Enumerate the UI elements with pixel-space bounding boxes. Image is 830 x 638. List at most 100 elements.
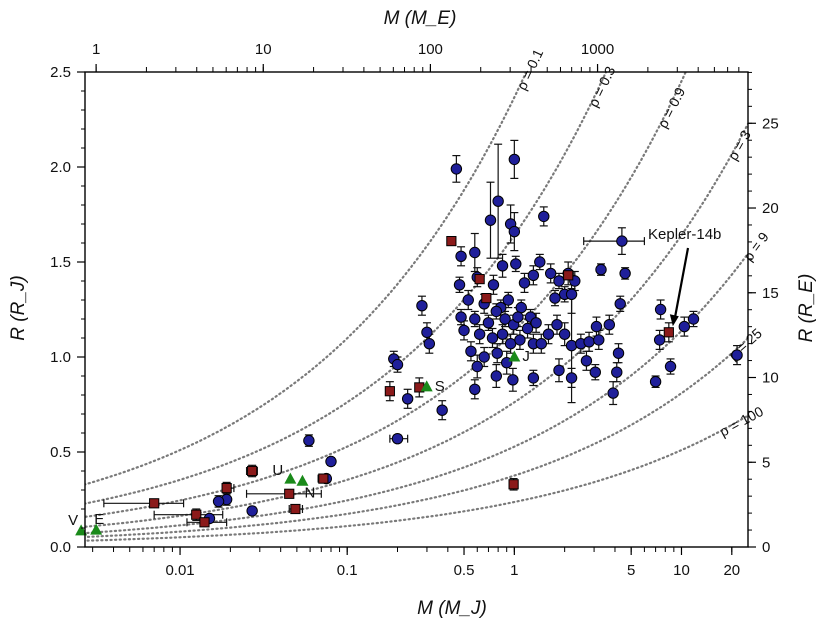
planet-point	[455, 311, 467, 323]
highlight-point	[318, 473, 329, 484]
planet-point	[514, 334, 526, 346]
planet-point	[423, 338, 436, 350]
planet-point	[544, 267, 557, 280]
density-label-4: ρ = 9	[740, 229, 772, 264]
highlight-point	[384, 386, 395, 397]
planet-point	[527, 269, 540, 281]
planet-point	[499, 313, 511, 325]
x-top-tick-label: 10	[255, 41, 272, 58]
x-tick-label: 0.1	[337, 562, 358, 579]
planet-point	[565, 372, 578, 384]
y-right-tick-label: 5	[762, 454, 770, 471]
planet-point	[590, 320, 603, 333]
planet-point	[593, 334, 605, 346]
highlight-point	[199, 517, 210, 528]
planet-point	[490, 370, 503, 382]
planet-point	[450, 163, 463, 175]
planet-point	[687, 313, 700, 325]
planet-point	[580, 355, 593, 367]
planet-point	[490, 305, 503, 318]
x-tick-label: 20	[723, 562, 740, 579]
planet-point	[212, 495, 225, 508]
planet-point	[436, 404, 448, 416]
planet-point	[246, 505, 258, 517]
y-right-tick-label: 0	[762, 539, 770, 556]
planet-point	[612, 347, 625, 359]
density-label-2: ρ = 0.9	[654, 84, 688, 130]
solar-planet-label: E	[94, 511, 104, 528]
planet-point	[583, 336, 595, 348]
planet-point	[391, 433, 404, 445]
planet-point	[478, 351, 490, 363]
plot-border	[84, 71, 749, 548]
planet-point	[496, 260, 509, 272]
solar-planet-label: S	[435, 378, 445, 395]
highlight-point	[563, 270, 574, 281]
y-right-tick-label: 20	[762, 200, 779, 217]
planet-point	[502, 294, 514, 306]
solar-planet-point	[284, 472, 297, 484]
planet-point	[508, 153, 521, 166]
planet-point	[491, 347, 503, 359]
planet-point	[565, 339, 578, 352]
y-tick-label: 2.0	[50, 159, 71, 176]
highlight-point	[481, 293, 492, 304]
planet-point	[521, 322, 534, 335]
y-right-tick-label: 10	[762, 370, 779, 387]
density-label-0: ρ = 0.1	[513, 46, 546, 92]
x-top-tick-label: 100	[418, 41, 443, 58]
y-tick-label: 0.0	[50, 539, 71, 556]
highlight-point	[284, 488, 295, 499]
density-curve-5	[85, 336, 748, 539]
planet-point	[325, 455, 337, 468]
solar-planet-label: U	[272, 462, 283, 479]
x-tick-label: 1	[510, 562, 518, 579]
planet-point	[538, 210, 550, 223]
planet-point	[614, 298, 626, 310]
highlight-point	[221, 483, 232, 494]
planet-point	[553, 275, 565, 287]
planet-point	[471, 360, 483, 373]
solar-planet-label: J	[522, 348, 530, 365]
highlight-point	[663, 327, 674, 338]
highlight-point	[149, 498, 160, 509]
annotation-label: Kepler-14b	[648, 226, 721, 243]
planet-point	[589, 366, 601, 378]
x-top-tick-label: 1000	[581, 41, 614, 58]
density-curve-0	[85, 72, 528, 486]
planet-point	[512, 311, 524, 323]
x-axis-title: M (M_J)	[417, 598, 487, 619]
planet-point	[518, 277, 531, 289]
density-curve-3	[85, 121, 748, 528]
y-tick-label: 0.5	[50, 444, 71, 461]
density-curves: ρ = 0.1 ρ = 0.3 ρ = 0.9ρ = 3ρ = 9ρ = 25ρ =…	[85, 46, 772, 542]
planet-point	[416, 300, 428, 312]
planet-point	[469, 313, 481, 325]
planet-point	[731, 349, 743, 361]
highlight-point	[508, 479, 519, 490]
highlight-point	[474, 274, 485, 285]
planet-point	[391, 358, 404, 371]
planet-point	[507, 374, 519, 386]
y-tick-label: 1.5	[50, 254, 71, 271]
planet-point	[542, 328, 555, 340]
x-top-tick-label: 1	[92, 41, 100, 58]
planet-point	[453, 279, 466, 291]
planet-point	[565, 288, 578, 300]
x-tick-label: 10	[673, 562, 690, 579]
y-right-tick-label: 25	[762, 115, 779, 132]
annotation-arrowhead	[669, 314, 679, 327]
density-label-6: ρ = 100	[717, 403, 766, 440]
x-tick-label: 5	[627, 562, 635, 579]
data-series: V E U N S J Kepler-14b	[68, 139, 743, 536]
markers: V E U N S J	[68, 153, 743, 536]
y-right-axis-title: R (R_E)	[796, 274, 817, 343]
planet-point	[551, 319, 563, 331]
planet-point	[469, 383, 481, 395]
annotation-arrow-line	[673, 247, 690, 319]
planet-point	[619, 267, 631, 280]
solar-planet-point	[75, 524, 88, 536]
density-label-5: ρ = 25	[725, 325, 765, 363]
solar-planet-label: N	[304, 484, 315, 501]
solar-planet-point	[508, 350, 521, 362]
